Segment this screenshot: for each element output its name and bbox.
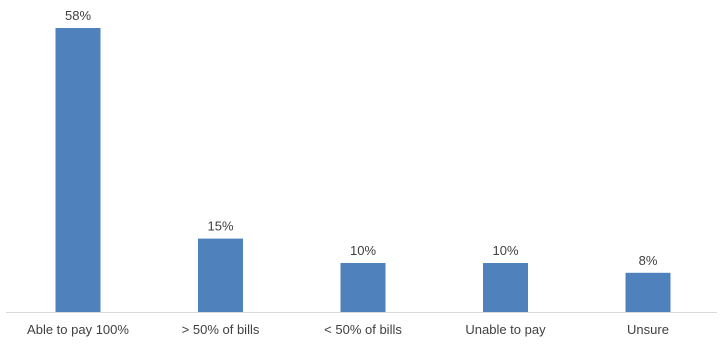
bars-group [55, 28, 671, 312]
x-tick-label-3: Unable to pay [465, 322, 546, 337]
bar-4 [625, 272, 671, 312]
x-tick-label-4: Unsure [627, 322, 669, 337]
bar-1 [198, 238, 243, 312]
x-tick-label-2: < 50% of bills [324, 322, 402, 337]
data-labels-group: 58% 15% 10% 10% 8% [65, 8, 658, 268]
data-label-2: 10% [350, 243, 376, 258]
bar-0 [55, 28, 101, 312]
data-label-3: 10% [492, 243, 518, 258]
data-label-0: 58% [65, 8, 91, 23]
data-label-1: 15% [207, 219, 233, 234]
bar-3 [483, 263, 528, 312]
x-tick-label-0: Able to pay 100% [27, 322, 129, 337]
data-label-4: 8% [639, 253, 658, 268]
x-tick-label-1: > 50% of bills [182, 322, 260, 337]
tick-labels-group: Able to pay 100% > 50% of bills < 50% of b… [27, 322, 669, 337]
bar-2 [340, 263, 386, 312]
